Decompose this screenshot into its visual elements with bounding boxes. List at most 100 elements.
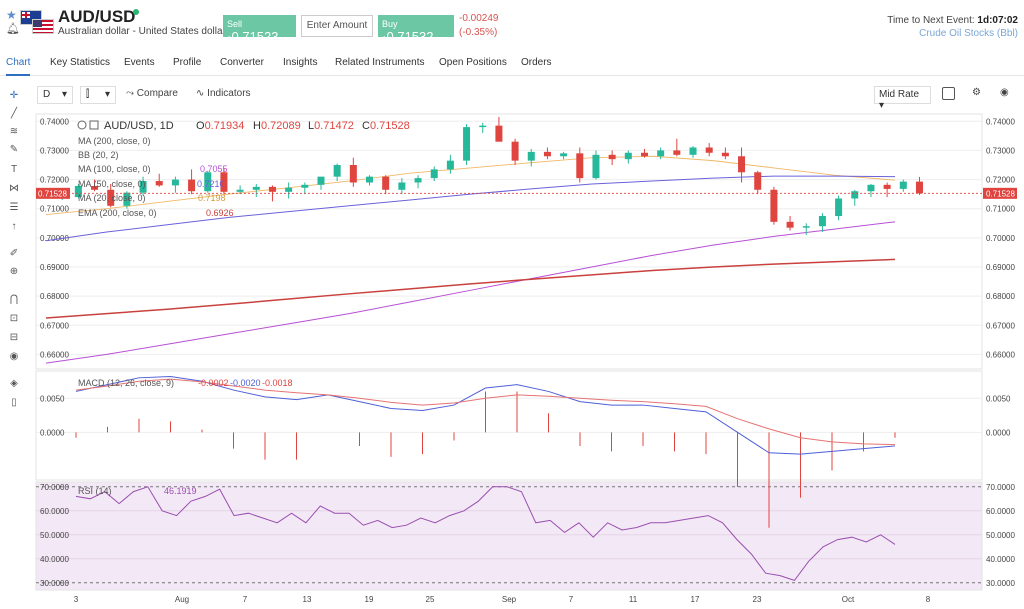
- rsi-legend-title: RSI (14): [78, 486, 112, 496]
- crosshair-icon[interactable]: ✛: [9, 90, 19, 101]
- tab-open-positions[interactable]: Open Positions: [439, 57, 507, 68]
- price-tick-right: 0.67000: [986, 321, 1015, 330]
- legend-open: O0.71934: [196, 120, 244, 132]
- settings-gear-icon[interactable]: ⚙: [972, 87, 981, 98]
- magnet-icon[interactable]: ⋂: [9, 294, 19, 305]
- sell-label: Sell: [227, 19, 243, 29]
- legend-open-key: O: [196, 120, 205, 132]
- tab-key-statistics[interactable]: Key Statistics: [50, 57, 111, 68]
- candle-body: [495, 125, 503, 142]
- ruler-icon[interactable]: ☰: [9, 202, 19, 213]
- next-event-label: Time to Next Event:: [887, 15, 975, 26]
- tab-bar: Chart Key Statistics Events Profile Conv…: [0, 54, 1024, 76]
- x-tick-label: Sep: [502, 595, 517, 604]
- candlestick-icon: ⫿: [86, 89, 90, 100]
- price-type-value: Mid Rate: [879, 89, 920, 100]
- arrow-icon[interactable]: ↑: [11, 221, 17, 232]
- tab-converter[interactable]: Converter: [220, 57, 264, 68]
- macd-tick-right: 0.0050: [986, 394, 1011, 403]
- next-event-link[interactable]: Crude Oil Stocks (Bbl): [919, 28, 1018, 39]
- chart-toolbar: D ▾ ⫿ ▾ ⤳ Compare ∿ Indicators Mid Rate …: [0, 84, 1024, 111]
- tab-chart[interactable]: Chart: [6, 57, 31, 76]
- minimize-icon[interactable]: [89, 120, 99, 130]
- layers-icon[interactable]: ◈: [10, 378, 18, 389]
- indicators-button[interactable]: ∿ Indicators: [196, 88, 251, 99]
- price-tick-left: 0.71000: [40, 205, 69, 214]
- price-tick-right: 0.72000: [986, 176, 1015, 185]
- compare-button[interactable]: ⤳ Compare: [126, 88, 178, 99]
- star-icon[interactable]: ★: [6, 8, 17, 22]
- candle-body: [91, 185, 99, 190]
- buy-button[interactable]: Buy ↑0.71532: [378, 15, 454, 44]
- price-chart[interactable]: 0.74000 0.74000 0.73000 0.73000 0.72000 0.720…: [0, 110, 1024, 609]
- compare-icon: ⤳: [126, 88, 134, 99]
- rsi-value: 46.1919: [164, 486, 197, 496]
- instrument-symbol: AUD/USD: [58, 7, 136, 26]
- candle-body: [382, 176, 390, 190]
- caret-down-icon: ▾: [104, 89, 110, 100]
- price-tick-left: 0.74000: [40, 117, 69, 126]
- sell-button[interactable]: Sell ↑0.71523: [223, 15, 296, 44]
- candle-body: [333, 165, 341, 177]
- pen-icon[interactable]: ✎: [9, 144, 19, 155]
- us-flag-icon: [32, 19, 54, 34]
- candle-body: [818, 216, 826, 227]
- candle-body: [285, 187, 293, 192]
- visibility-lock-icon[interactable]: ⊟: [9, 332, 19, 343]
- line-tool-icon[interactable]: ╱: [10, 108, 18, 119]
- legend-low-value: 0.71472: [314, 120, 354, 132]
- legend-bb: BB (20, 2): [78, 150, 119, 160]
- collapse-icon[interactable]: [77, 120, 87, 130]
- tab-insights[interactable]: Insights: [283, 57, 318, 68]
- camera-icon[interactable]: ◉: [1000, 87, 1009, 98]
- caret-down-icon: ▾: [61, 89, 67, 100]
- legend-ma50-value: 0.7210: [197, 179, 225, 189]
- price-panel: [35, 113, 983, 370]
- price-tick-left: 0.67000: [40, 321, 69, 330]
- candle-body: [560, 153, 568, 157]
- fib-icon[interactable]: ≋: [9, 126, 19, 137]
- candle-body: [624, 152, 632, 160]
- candle-body: [851, 191, 859, 199]
- text-icon[interactable]: T: [10, 164, 18, 175]
- x-tick-label: Oct: [842, 595, 855, 604]
- period-select[interactable]: D ▾: [37, 86, 73, 104]
- pattern-icon[interactable]: ⋈: [9, 183, 19, 194]
- price-type-select[interactable]: Mid Rate ▾: [874, 86, 931, 111]
- chart-type-select[interactable]: ⫿ ▾: [80, 86, 116, 104]
- fullscreen-icon[interactable]: [942, 87, 955, 100]
- candle-body: [915, 181, 923, 194]
- x-axis-labels: 3 Aug 7 13 19 25 Sep 7 11 17 23 Oct 8: [74, 595, 931, 604]
- candle-body: [608, 154, 616, 160]
- tab-profile[interactable]: Profile: [173, 57, 202, 68]
- tab-events[interactable]: Events: [124, 57, 155, 68]
- candle-body: [446, 160, 454, 170]
- candle-body: [867, 184, 875, 192]
- pencil-icon[interactable]: ✐: [9, 248, 19, 259]
- x-tick-label: 13: [303, 595, 312, 604]
- candle-body: [349, 165, 357, 183]
- buy-label: Buy: [382, 19, 398, 29]
- candle-body: [754, 172, 762, 190]
- tab-orders[interactable]: Orders: [521, 57, 552, 68]
- rsi-tick-left: 30.0000: [40, 579, 69, 588]
- candle-body: [786, 221, 794, 228]
- instrument-description: Australian dollar - United States dollar: [58, 26, 226, 37]
- tab-related-instruments[interactable]: Related Instruments: [335, 57, 425, 68]
- eye-icon[interactable]: ◉: [9, 351, 19, 362]
- legend-ema200: EMA (200, close, 0): [78, 208, 157, 218]
- trash-icon[interactable]: ▯: [11, 397, 17, 408]
- lock-icon[interactable]: ⊡: [9, 313, 19, 324]
- zoom-in-icon[interactable]: ⊕: [9, 266, 19, 277]
- candle-body: [171, 179, 179, 186]
- amount-input[interactable]: Enter Amount: [301, 15, 373, 37]
- rsi-panel: [35, 481, 983, 591]
- candle-body: [657, 150, 665, 157]
- candle-body: [204, 172, 212, 192]
- candle-body: [301, 184, 309, 188]
- macd-legend-title: MACD (12, 26, close, 9): [78, 378, 174, 388]
- bell-icon[interactable]: 🔔︎: [6, 23, 20, 35]
- legend-ema200-value: 0.6926: [206, 208, 234, 218]
- indicators-icon: ∿: [196, 88, 205, 99]
- macd-tick-left: 0.0000: [40, 428, 65, 437]
